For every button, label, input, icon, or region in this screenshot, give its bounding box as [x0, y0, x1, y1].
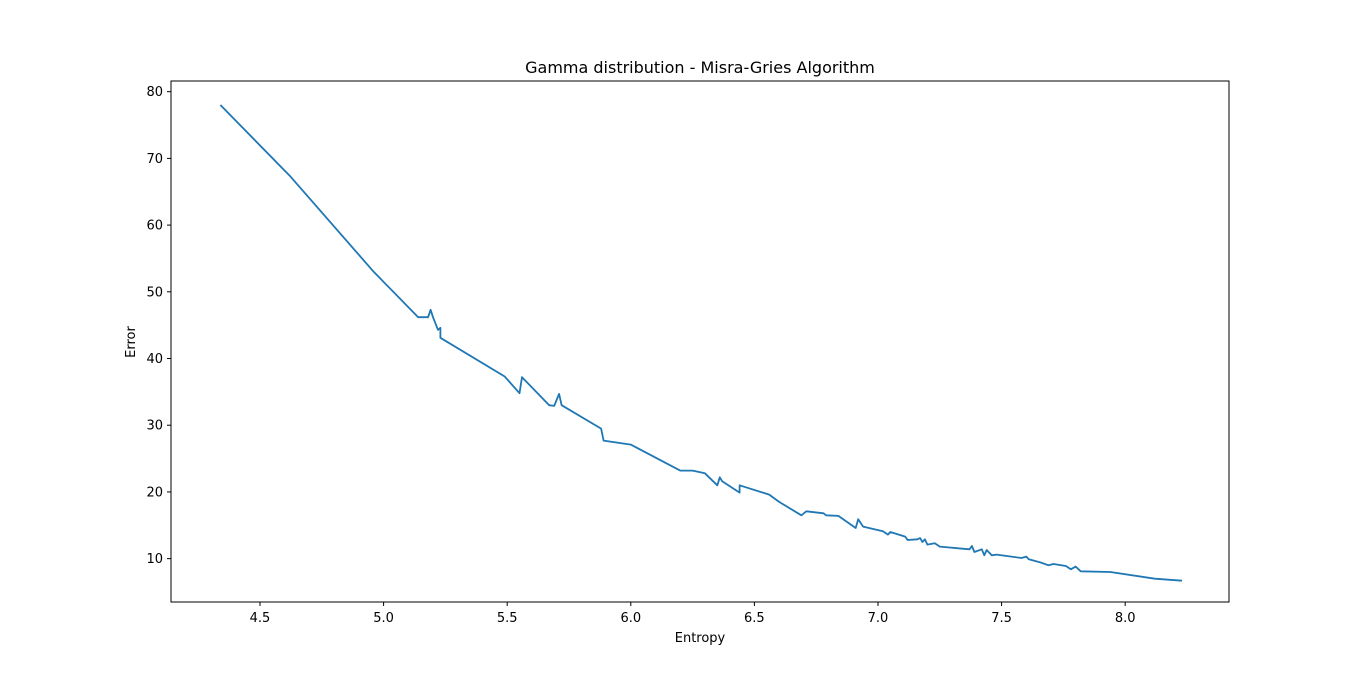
y-tick-label: 60 — [146, 219, 163, 234]
x-tick-label: 6.5 — [744, 611, 765, 626]
x-tick-label: 6.0 — [620, 611, 641, 626]
y-tick-label: 50 — [146, 285, 163, 300]
chart-title: Gamma distribution - Misra-Gries Algorit… — [525, 58, 875, 77]
y-tick-label: 20 — [146, 485, 163, 500]
y-tick-label: 40 — [146, 352, 163, 367]
y-tick-label: 30 — [146, 419, 163, 434]
x-tick-label: 8.0 — [1115, 611, 1136, 626]
x-tick-label: 7.5 — [991, 611, 1012, 626]
x-axis-label: Entropy — [675, 631, 726, 646]
axes-frame — [170, 80, 1230, 603]
x-axis: 4.5 5.0 5.5 6.0 6.5 7.0 7.5 8.0 — [250, 602, 1136, 626]
y-axis-label: Error — [124, 326, 139, 358]
x-tick-label: 5.5 — [497, 611, 518, 626]
x-tick-label: 5.0 — [373, 611, 394, 626]
x-tick-label: 4.5 — [250, 611, 271, 626]
x-tick-label: 7.0 — [868, 611, 889, 626]
y-tick-label: 80 — [146, 85, 163, 100]
y-axis: 10 20 30 40 50 60 70 80 — [146, 85, 171, 567]
series-line — [219, 104, 1183, 582]
y-tick-label: 70 — [146, 152, 163, 167]
plot-area — [219, 104, 1183, 582]
y-tick-label: 10 — [146, 552, 163, 567]
